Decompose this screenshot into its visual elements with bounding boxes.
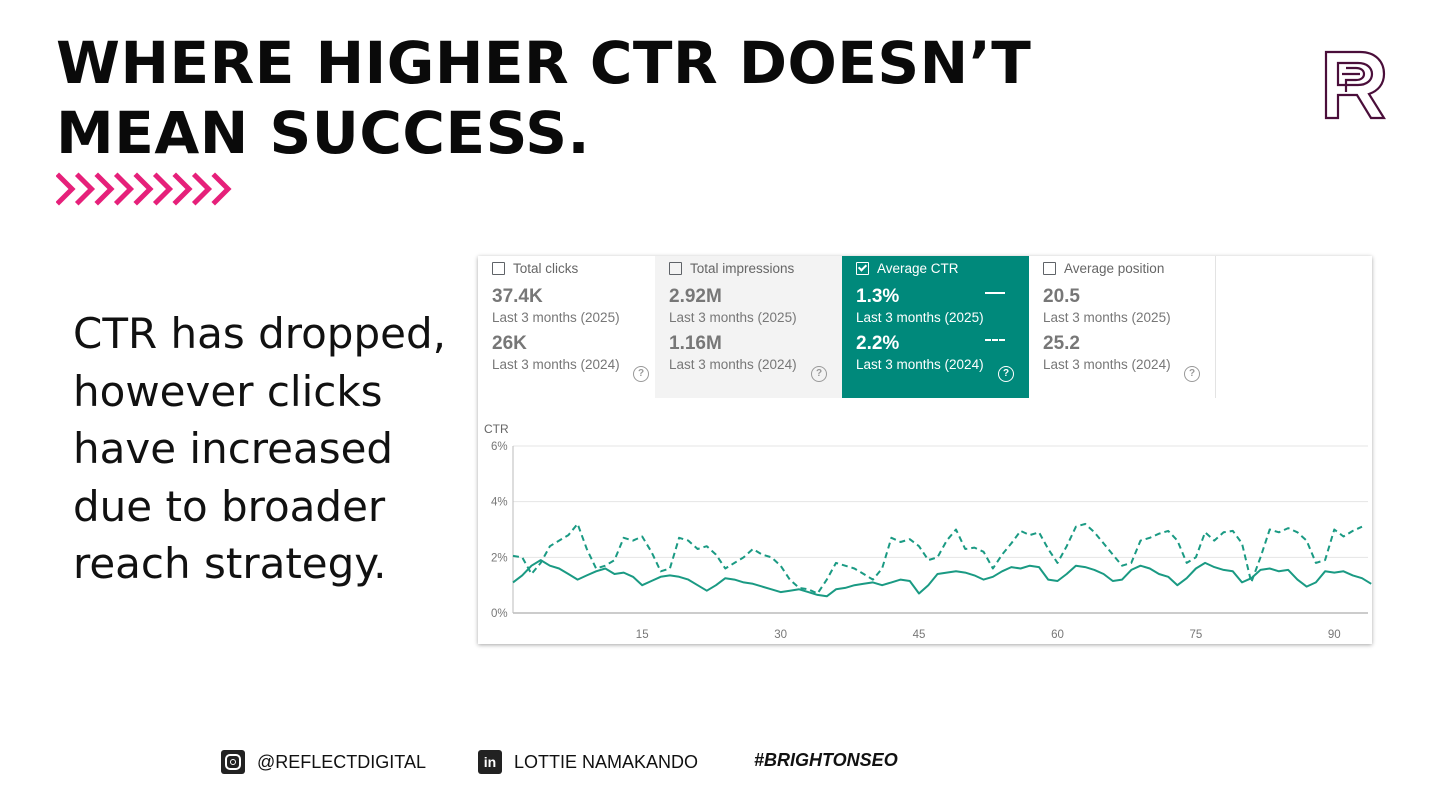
help-icon[interactable]: ? (811, 366, 827, 382)
metric-period-2025: Last 3 months (2025) (492, 310, 620, 325)
metric-value-2025: 2.92M (669, 286, 722, 307)
help-icon[interactable]: ? (998, 366, 1014, 382)
metric-period-2025: Last 3 months (2025) (1043, 310, 1171, 325)
chevron-icon (211, 172, 232, 206)
slide-title: WHERE HIGHER CTR DOESN’T MEAN SUCCESS. (56, 28, 1031, 168)
help-icon[interactable]: ? (1184, 366, 1200, 382)
metric-value-2024: 25.2 (1043, 333, 1080, 354)
checkbox-icon[interactable] (1043, 262, 1056, 275)
title-line-1: WHERE HIGHER CTR DOESN’T (56, 29, 1032, 97)
dashed-line-legend-icon (985, 339, 1005, 341)
help-icon[interactable]: ? (633, 366, 649, 382)
checkbox-checked-icon[interactable] (856, 262, 869, 275)
series-line-2024 (512, 522, 1363, 595)
y-axis-label: CTR (484, 422, 509, 436)
x-tick-label: 45 (913, 629, 926, 641)
metric-value-2024: 1.16M (669, 333, 722, 354)
body-line: have increased (73, 424, 394, 473)
chevron-icon (94, 172, 115, 206)
metric-label: Average CTR (877, 261, 959, 276)
metric-label: Total impressions (690, 261, 795, 276)
body-line: reach strategy. (73, 539, 387, 588)
chevron-decoration-icon (56, 172, 232, 206)
chevron-icon (113, 172, 135, 206)
metric-period-2024: Last 3 months (2024) (492, 357, 620, 372)
logo-inner (1336, 61, 1374, 87)
metric-value-2024: 2.2% (856, 333, 900, 354)
metric-period-2025: Last 3 months (2025) (856, 310, 984, 325)
body-text: CTR has dropped, however clicks have inc… (73, 305, 446, 593)
metric-label: Total clicks (513, 261, 579, 276)
metric-period-2025: Last 3 months (2025) (669, 310, 797, 325)
ctr-line-chart: CTR 0% 2% 4% 6% 15 30 45 60 75 90 (484, 422, 1372, 641)
metric-average-ctr[interactable]: Average CTR 1.3% Last 3 months (2025) 2.… (842, 256, 1029, 398)
solid-line-legend-icon (985, 292, 1005, 294)
metric-total-impressions[interactable]: Total impressions 2.92M Last 3 months (2… (655, 256, 842, 398)
x-tick-label: 30 (774, 629, 787, 641)
checkbox-icon[interactable] (492, 262, 505, 275)
linkedin-icon: in (478, 750, 502, 774)
body-line: due to broader (73, 481, 386, 531)
y-tick-label: 2% (491, 552, 508, 564)
metric-total-clicks[interactable]: Total clicks 37.4K Last 3 months (2025) … (478, 256, 665, 398)
instagram-icon (221, 750, 245, 774)
search-console-screenshot: Total clicks 37.4K Last 3 months (2025) … (478, 256, 1372, 644)
reflect-digital-logo-icon (1324, 50, 1386, 120)
body-line: CTR has dropped, (73, 309, 446, 358)
logo-outline (1324, 50, 1386, 120)
metric-value-2024: 26K (492, 333, 527, 354)
logo-p (1344, 66, 1366, 92)
instagram-handle: @REFLECTDIGITAL (257, 751, 426, 772)
y-tick-label: 4% (491, 497, 508, 509)
metric-period-2024: Last 3 months (2024) (1043, 357, 1171, 372)
metric-value-2025: 1.3% (856, 286, 900, 307)
chevron-icon (152, 172, 174, 206)
x-tick-label: 75 (1189, 629, 1202, 641)
x-tick-label: 90 (1328, 629, 1341, 641)
x-tick-label: 60 (1051, 629, 1064, 641)
checkbox-icon[interactable] (669, 262, 682, 275)
x-tick-label: 15 (636, 629, 649, 641)
chevron-icon (56, 172, 76, 206)
chevron-icon (191, 172, 213, 206)
metric-average-position[interactable]: Average position 20.5 Last 3 months (202… (1029, 256, 1216, 398)
y-tick-label: 6% (491, 441, 508, 453)
hashtag: #BRIGHTONSEO (754, 750, 898, 770)
chevron-icon (133, 172, 154, 206)
linkedin-name: LOTTIE NAMAKANDO (514, 751, 699, 772)
title-line-2: MEAN SUCCESS. (56, 99, 591, 167)
chevron-icon (172, 172, 193, 206)
metric-period-2024: Last 3 months (2024) (669, 357, 797, 372)
footer-hashtag: #BRIGHTONSEO (754, 750, 898, 771)
metric-label: Average position (1064, 261, 1165, 276)
chevron-icon (74, 172, 96, 206)
body-line: however clicks (73, 366, 383, 416)
metric-cards: Total clicks 37.4K Last 3 months (2025) … (478, 256, 1216, 398)
footer-instagram[interactable]: @REFLECTDIGITAL (221, 750, 426, 774)
series-line-2025 (512, 559, 1372, 598)
metric-value-2025: 20.5 (1043, 286, 1080, 307)
y-tick-label: 0% (491, 608, 508, 620)
metric-value-2025: 37.4K (492, 286, 543, 307)
metric-period-2024: Last 3 months (2024) (856, 357, 984, 372)
footer-linkedin[interactable]: in LOTTIE NAMAKANDO (478, 750, 698, 774)
